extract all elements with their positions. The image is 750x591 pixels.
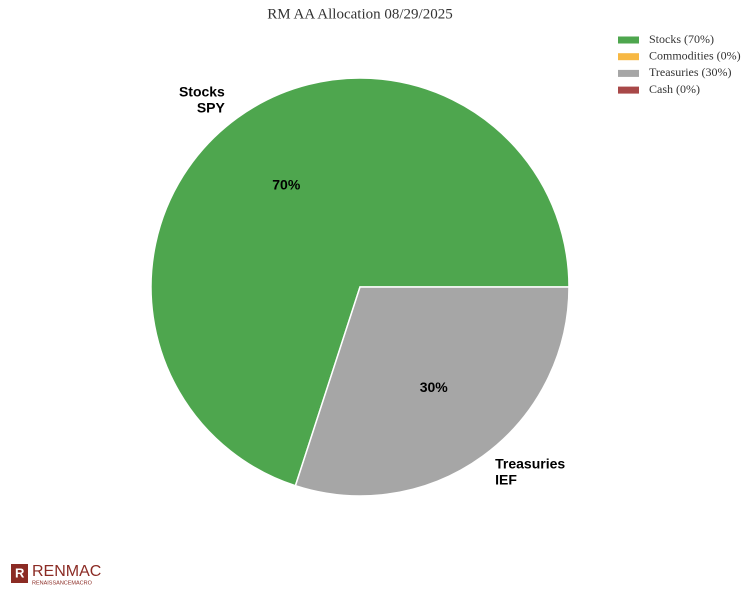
legend-label: Treasuries (30%) — [649, 65, 732, 79]
slice-value-label: 30% — [420, 379, 449, 395]
slice-outer-label: IEF — [495, 472, 517, 488]
legend-label: Commodities (0%) — [649, 48, 741, 62]
legend-label: Cash (0%) — [649, 82, 700, 96]
chart-title: RM AA Allocation 08/29/2025 — [267, 6, 452, 22]
legend-swatch — [618, 53, 639, 61]
slice-outer-label: Treasuries — [495, 456, 565, 472]
pie-slice — [294, 286, 570, 497]
logo: R RENMAC RENAISSANCEMACRO — [11, 563, 101, 586]
legend-swatch — [618, 69, 639, 77]
slice-outer-label: Stocks — [179, 84, 225, 100]
logo-subtitle: RENAISSANCEMACRO — [32, 580, 93, 586]
legend-swatch — [618, 86, 639, 94]
legend-swatch — [618, 36, 639, 44]
slice-outer-label: SPY — [197, 100, 226, 116]
logo-icon — [11, 564, 28, 583]
logo-name: RENMAC — [32, 563, 101, 580]
legend-label: Stocks (70%) — [649, 32, 714, 46]
pie-slice — [150, 77, 570, 487]
logo-icon-letter: R — [15, 565, 25, 580]
slice-value-label: 70% — [272, 176, 301, 192]
